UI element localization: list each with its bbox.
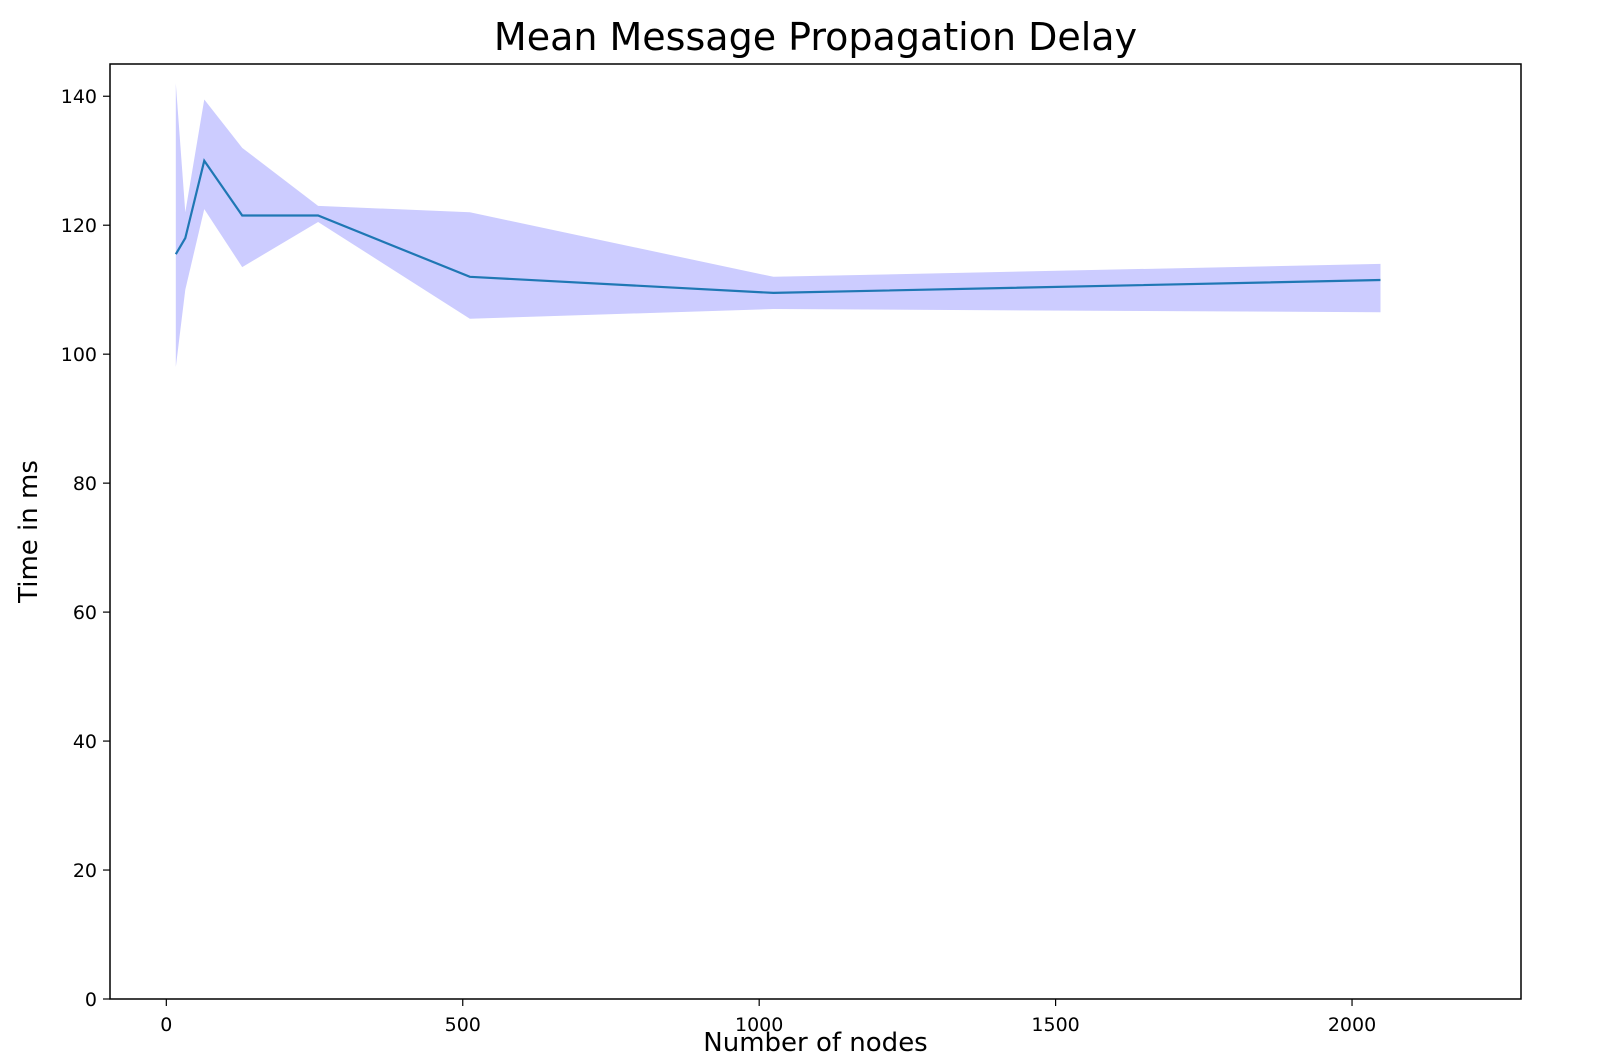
confidence-band-0 [175,83,1381,368]
y-tick-label: 0 [85,989,97,1011]
x-axis-title: Number of nodes [703,1028,927,1057]
chart-title: Mean Message Propagation Delay [494,15,1137,59]
x-tick-label: 2000 [1328,1014,1376,1036]
plot-frame [109,63,1522,1000]
y-tick-label: 100 [61,344,97,366]
y-tick-label: 40 [73,731,97,753]
y-tick-label: 60 [73,602,97,624]
y-tick-label: 120 [61,215,97,237]
plot-layer [174,83,1381,368]
y-tick-label: 80 [73,473,97,495]
y-tick-label: 140 [61,86,97,108]
x-tick-label: 500 [445,1014,481,1036]
x-tick-label: 1500 [1031,1014,1079,1036]
x-tick-label: 1000 [735,1014,783,1036]
tick-layer: 0 500 1000 1500 2000 0 20 40 60 80 100 120 140 [61,86,1376,1036]
y-tick-label: 20 [73,860,97,882]
series-line-0 [174,158,1381,295]
y-axis-title: Time in ms [14,460,44,604]
x-tick-label: 0 [160,1014,172,1036]
